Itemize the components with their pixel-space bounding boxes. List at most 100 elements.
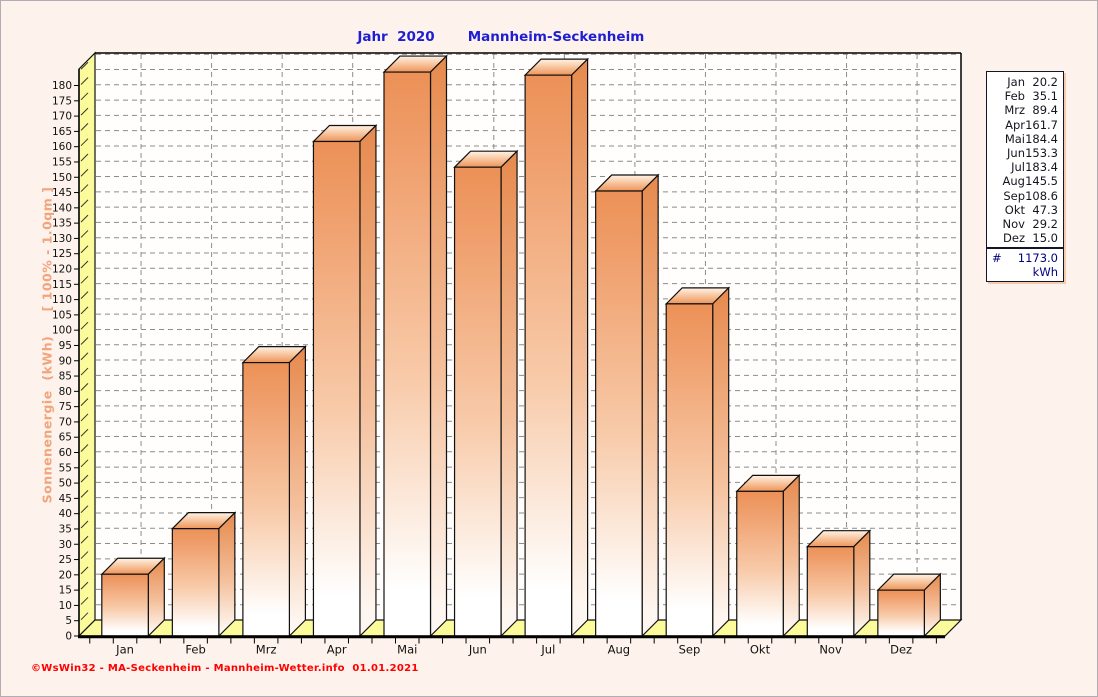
axis-label: 170 — [52, 111, 72, 123]
axis-label: Aug — [608, 643, 630, 657]
wall-tick — [80, 459, 89, 468]
axis-label: 115 — [52, 279, 72, 291]
legend-month-label: Jul — [1011, 160, 1025, 175]
wall-tick — [80, 245, 89, 254]
wall-tick — [80, 382, 89, 391]
axis-label: Mrz — [256, 643, 277, 657]
copyright-footer: ©WsWin32 - MA-Seckenheim - Mannheim-Wett… — [31, 663, 419, 674]
axis-label: 65 — [59, 432, 72, 444]
legend-total-value: 1173.0 — [1017, 251, 1058, 265]
axis-label: 45 — [59, 493, 72, 505]
wall-tick — [80, 398, 89, 406]
wall-tick — [80, 474, 89, 483]
wall-tick — [80, 199, 89, 208]
legend-row-mrz: Mrz 89.4 — [991, 103, 1058, 117]
legend-row-aug: Aug 145.5 — [991, 174, 1058, 188]
axis-label: 30 — [59, 539, 72, 551]
axis-label: 95 — [59, 340, 72, 352]
wall-tick — [80, 77, 89, 85]
legend-row-sep: Sep 108.6 — [991, 189, 1058, 203]
axis-label: 110 — [52, 294, 72, 306]
legend-month-label: Mai — [1004, 131, 1025, 146]
legend-month-value: 153.3 — [1025, 145, 1058, 160]
wall-tick — [80, 581, 89, 590]
axis-label: 165 — [52, 126, 72, 138]
bar-dez — [876, 572, 942, 638]
legend-total-unit: kWh — [1032, 265, 1058, 279]
axis-label: 80 — [59, 386, 72, 398]
legend-month-value: 145.5 — [1025, 174, 1058, 189]
legend-month-value: 184.4 — [1025, 131, 1058, 146]
legend-row-nov: Nov 29.2 — [991, 217, 1058, 231]
axis-label: 160 — [52, 141, 72, 153]
axis-label: 125 — [52, 248, 72, 260]
wall-tick — [80, 214, 89, 223]
legend-month-label: Jan — [1007, 75, 1025, 89]
axis-label: Jul — [540, 643, 555, 657]
axis-label: 100 — [52, 325, 72, 337]
legend-row-jan: Jan 20.2 — [991, 75, 1058, 89]
wall-tick — [80, 352, 89, 361]
legend-month-value: 89.4 — [1032, 103, 1058, 118]
legend-row-mai: Mai 184.4 — [991, 132, 1058, 146]
wall-tick — [80, 184, 89, 192]
wall-tick — [80, 123, 89, 131]
wall-tick — [80, 168, 89, 177]
wall-tick — [80, 551, 89, 559]
axis-label: 120 — [52, 264, 72, 276]
axis-label: 150 — [52, 172, 72, 184]
legend-month-label: Mrz — [1004, 103, 1025, 118]
wall-tick — [80, 444, 89, 452]
legend-month-label: Aug — [1002, 174, 1025, 189]
legend-month-value: 15.0 — [1032, 231, 1058, 246]
wall-tick — [80, 367, 89, 376]
legend-month-value: 29.2 — [1032, 216, 1058, 231]
axis-label: 75 — [59, 401, 72, 413]
wall-tick — [80, 321, 89, 330]
wall-tick — [80, 535, 89, 544]
legend-month-value: 20.2 — [1032, 75, 1058, 89]
legend-month-label: Okt — [1004, 202, 1025, 217]
axis-label: 0 — [65, 631, 72, 643]
wall-tick — [80, 230, 89, 238]
chart-title-station: Mannheim-Seckenheim — [467, 29, 645, 45]
wall-tick — [80, 153, 89, 162]
wall-tick — [80, 520, 89, 529]
wall-tick — [80, 275, 89, 284]
wall-tick — [80, 566, 89, 575]
axis-label: 145 — [52, 187, 72, 199]
bar-apr — [312, 124, 378, 638]
legend-row-dez: Dez 15.0 — [991, 231, 1058, 245]
axis-label: 130 — [52, 233, 72, 245]
axis-label: 10 — [59, 600, 72, 612]
wall-tick — [80, 490, 89, 498]
y-axis-title-text: Sonnenenergie (kWh) [ 100% - 1.0qm ] — [39, 186, 55, 504]
bar-jul — [523, 57, 590, 638]
axis-label: 105 — [52, 309, 72, 321]
axis-label: 175 — [52, 95, 72, 107]
legend-total-row: # 1173.0 — [992, 251, 1058, 265]
legend-row-jun: Jun 153.3 — [991, 146, 1058, 160]
legend-month-value: 161.7 — [1025, 117, 1058, 132]
wall-tick — [80, 107, 89, 116]
bar-mrz — [241, 345, 307, 638]
axis-label: 60 — [59, 447, 72, 459]
wall-tick — [80, 260, 89, 269]
bar-mai — [382, 54, 448, 638]
axis-label: Apr — [327, 643, 347, 657]
bar-nov — [805, 529, 872, 638]
axis-label: 135 — [52, 218, 72, 230]
wall-tick — [80, 428, 89, 437]
axis-label: 40 — [59, 508, 72, 520]
axis-label: 85 — [59, 371, 72, 383]
axis-label: 15 — [59, 585, 72, 597]
bar-sep — [664, 286, 731, 638]
bar-okt — [735, 473, 801, 638]
axis-label: Sep — [679, 643, 701, 657]
legend-month-value: 47.3 — [1032, 202, 1058, 217]
wall-tick — [80, 291, 89, 299]
legend-row-apr: Apr 161.7 — [991, 118, 1058, 132]
wall-tick — [80, 597, 89, 605]
